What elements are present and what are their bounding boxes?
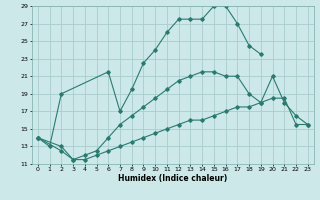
X-axis label: Humidex (Indice chaleur): Humidex (Indice chaleur) xyxy=(118,174,228,183)
